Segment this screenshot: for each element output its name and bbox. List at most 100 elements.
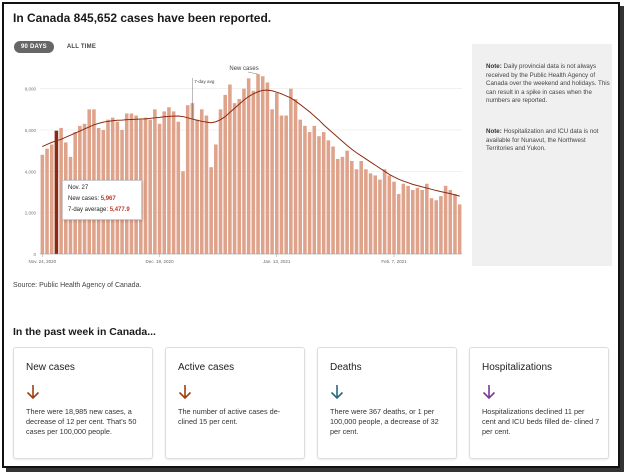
bar[interactable] (448, 189, 453, 254)
x-tick-label: Nov. 24, 2020 (29, 259, 57, 264)
bar[interactable] (392, 181, 396, 254)
bar[interactable] (368, 173, 373, 254)
bar[interactable] (162, 111, 167, 255)
bar[interactable] (382, 169, 387, 254)
bar[interactable] (443, 185, 448, 254)
bar[interactable] (340, 156, 345, 254)
bar[interactable] (439, 196, 443, 254)
bar[interactable] (317, 136, 321, 254)
bar[interactable] (45, 148, 49, 254)
new-cases-annotation: New cases (229, 66, 258, 72)
bar[interactable] (143, 117, 148, 254)
note-label: Note: (486, 63, 502, 70)
bar[interactable] (415, 187, 420, 254)
past-week-title: In the past week in Canada... (13, 326, 156, 338)
bar[interactable] (153, 109, 157, 254)
card-text: There were 18,985 new cases, a decrease … (26, 407, 137, 436)
bar[interactable] (237, 99, 242, 254)
bar[interactable] (359, 161, 363, 254)
arrow-down-icon (26, 385, 40, 400)
bar[interactable] (265, 82, 270, 254)
bar[interactable] (410, 189, 415, 254)
bar[interactable] (242, 88, 246, 255)
bar[interactable] (387, 175, 392, 254)
bar[interactable] (378, 179, 382, 254)
bar[interactable] (425, 183, 429, 254)
bar[interactable] (190, 103, 195, 254)
bar[interactable] (148, 119, 152, 254)
card-new-cases: New cases There were 18,985 new cases, a… (13, 347, 153, 459)
bar[interactable] (232, 103, 237, 254)
tab-90-days[interactable]: 90 DAYS (14, 41, 54, 53)
bar[interactable] (270, 109, 274, 254)
card-text: The number of active cases de- clined 15… (178, 407, 281, 426)
arrow-down-icon (482, 385, 496, 400)
note-provincial-data: Note: Daily provincial data is not alway… (486, 63, 610, 106)
bar[interactable] (420, 189, 424, 254)
bar[interactable] (350, 161, 354, 254)
chart-tooltip: Nov. 27 New cases: 5,967 7-day average: … (62, 180, 142, 220)
annotation-leader (247, 71, 259, 75)
bar[interactable] (345, 150, 349, 254)
card-hospitalizations: Hospitalizations Hospitalizations declin… (469, 347, 609, 459)
bar[interactable] (312, 125, 317, 254)
bar[interactable] (275, 92, 279, 254)
bar[interactable] (364, 169, 368, 254)
bar[interactable] (49, 144, 54, 254)
tooltip-date: Nov. 27 (68, 185, 89, 191)
tooltip-average: 7-day average: 5,477.9 (68, 207, 130, 213)
bar[interactable] (209, 167, 213, 254)
y-tick-label: 8,000 (25, 87, 37, 92)
bar[interactable] (298, 119, 303, 254)
card-title: Hospitalizations (482, 362, 553, 373)
card-deaths: Deaths There were 367 deaths, or 1 per 1… (317, 347, 457, 459)
bar[interactable] (453, 194, 457, 254)
bar[interactable] (185, 105, 190, 254)
bar[interactable] (204, 115, 209, 255)
bar[interactable] (228, 84, 232, 255)
bar[interactable] (307, 132, 312, 254)
bar[interactable] (218, 109, 223, 254)
bar[interactable] (373, 175, 378, 254)
bar[interactable] (195, 119, 199, 254)
bar[interactable] (176, 121, 181, 254)
bar[interactable] (293, 99, 298, 254)
bar[interactable] (326, 140, 331, 254)
bar[interactable] (199, 109, 204, 254)
bar[interactable] (401, 183, 406, 254)
bar[interactable] (40, 154, 45, 254)
bar[interactable] (303, 125, 307, 254)
bar[interactable] (284, 115, 288, 255)
arrow-down-icon (178, 385, 192, 400)
bar[interactable] (59, 127, 63, 254)
page-frame: In Canada 845,652 cases have been report… (2, 2, 620, 468)
card-title: New cases (26, 362, 75, 373)
cases-chart[interactable]: 8,000 6,000 4,000 2,000 0 Nov. 24, 2020 Dec. 1… (12, 60, 464, 270)
bar[interactable] (214, 144, 218, 254)
bar[interactable] (354, 169, 359, 254)
card-title: Active cases (178, 362, 235, 373)
bar[interactable] (331, 146, 335, 254)
bar[interactable] (396, 194, 401, 254)
bar[interactable] (181, 171, 185, 254)
bar[interactable] (223, 94, 227, 254)
bar[interactable] (434, 200, 438, 254)
y-tick-label: 4,000 (25, 169, 37, 174)
bar[interactable] (246, 78, 251, 254)
tab-all-time[interactable]: ALL TIME (66, 44, 97, 50)
bar-highlighted[interactable] (54, 130, 59, 254)
bar[interactable] (260, 76, 265, 254)
tooltip-avg-value: 5,477.9 (109, 207, 130, 213)
bar[interactable] (429, 198, 434, 254)
bar[interactable] (406, 185, 410, 254)
bar[interactable] (457, 204, 462, 254)
bar[interactable] (167, 107, 171, 254)
bar[interactable] (251, 90, 256, 254)
bar[interactable] (157, 123, 162, 254)
bar[interactable] (289, 88, 293, 255)
bar[interactable] (321, 132, 326, 254)
bar[interactable] (171, 111, 176, 255)
bar[interactable] (335, 158, 340, 254)
bar[interactable] (256, 74, 260, 254)
bar[interactable] (279, 115, 284, 255)
